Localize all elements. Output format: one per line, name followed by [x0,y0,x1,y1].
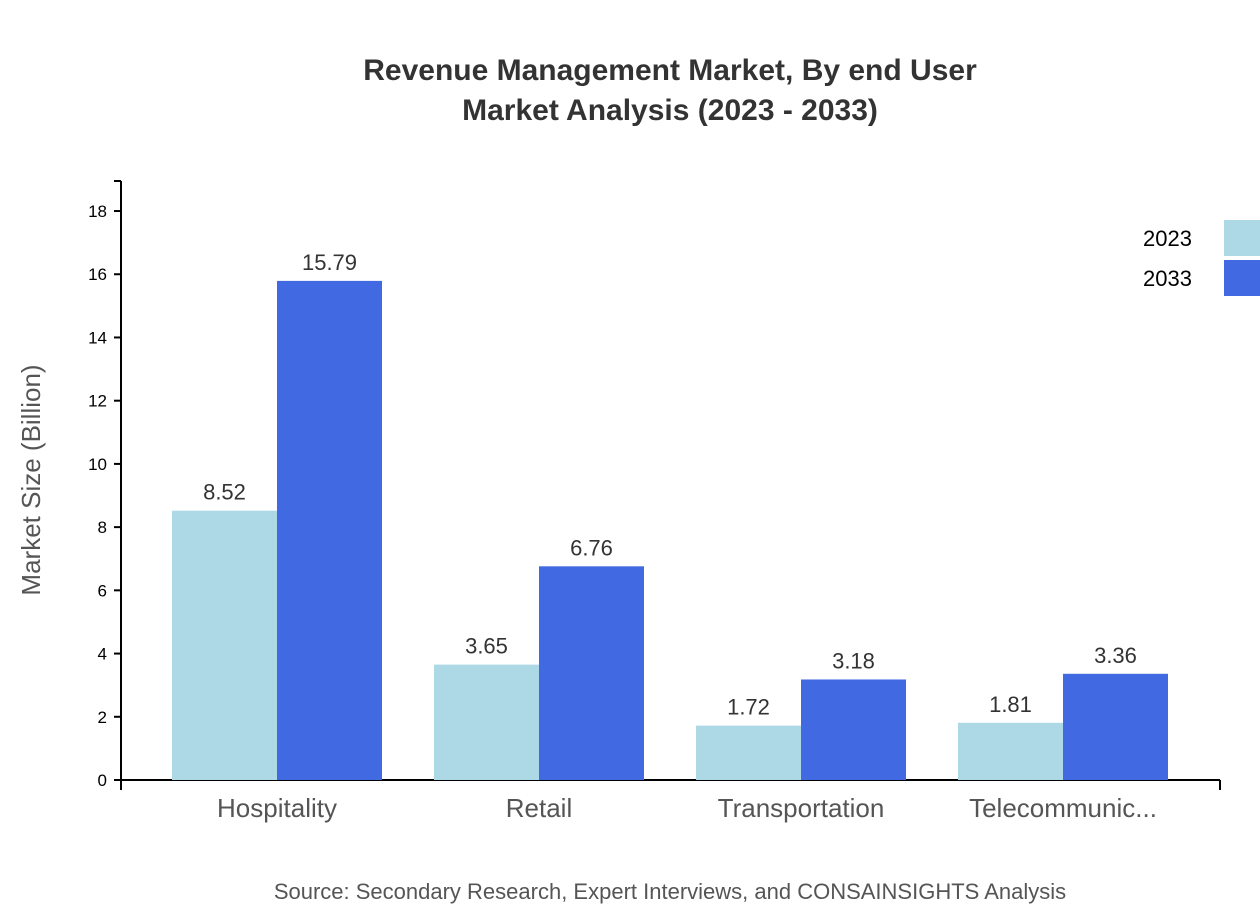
y-tick-label: 4 [98,645,107,664]
y-tick-label: 10 [88,455,107,474]
x-tick-label: Transportation [718,793,885,823]
y-tick-label: 18 [88,202,107,221]
legend-label: 2023 [1143,226,1192,251]
x-tick-label: Retail [506,793,572,823]
y-tick-label: 8 [98,518,107,537]
data-label: 6.76 [570,535,613,560]
bar-2023 [434,664,539,780]
y-tick-label: 2 [98,708,107,727]
legend-swatch [1224,220,1260,256]
x-tick-label: Hospitality [217,793,337,823]
data-label: 3.36 [1094,643,1137,668]
data-label: 1.81 [989,692,1032,717]
bars: 8.52 15.79 3.65 6.76 1.72 3.18 1.81 3.36 [172,250,1168,780]
y-tick-label: 12 [88,392,107,411]
legend-label: 2033 [1143,266,1192,291]
bar-2033 [539,566,644,780]
y-axis-label: Market Size (Billion) [16,364,46,595]
data-label: 3.18 [832,648,875,673]
bar-2023 [958,722,1063,780]
chart-title: Revenue Management Market, By end User [363,54,977,87]
bar-2023 [696,725,801,780]
x-axis: Hospitality Retail Transportation Telecommu… [120,779,1221,823]
data-label: 3.65 [465,634,508,659]
bar-2033 [1063,673,1168,780]
chart-subtitle: Market Analysis (2023 - 2033) [462,94,878,127]
y-tick-label: 0 [98,771,107,790]
data-label: 1.72 [727,695,770,720]
x-tick-label: Telecommunic... [969,793,1157,823]
bar-2033 [801,679,906,780]
y-axis: 0 2 4 6 8 10 12 14 16 18 [88,180,122,790]
y-tick-label: 16 [88,265,107,284]
bar-2033 [277,280,382,780]
y-tick-label: 14 [88,328,107,347]
legend: 2023 2033 [1143,220,1260,296]
data-label: 8.52 [203,480,246,505]
legend-swatch [1224,260,1260,296]
source-note: Source: Secondary Research, Expert Inter… [274,879,1066,904]
y-tick-label: 6 [98,581,107,600]
data-label: 15.79 [302,250,357,275]
bar-2023 [172,510,277,780]
